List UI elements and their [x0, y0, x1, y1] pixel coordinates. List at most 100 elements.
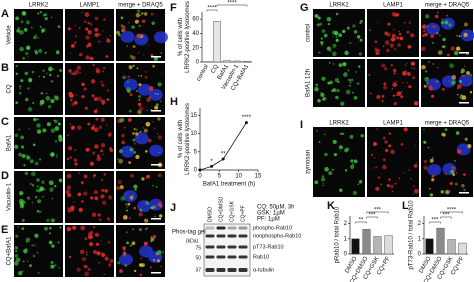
- punctum: [408, 169, 410, 171]
- punctum: [423, 159, 428, 164]
- punctum: [374, 47, 378, 51]
- punctum: [70, 72, 74, 75]
- punctum: [467, 144, 472, 149]
- punctum: [147, 138, 152, 143]
- punctum: [35, 34, 37, 37]
- band-label: pT73-Rab10: [253, 244, 284, 250]
- punctum: [124, 264, 128, 268]
- punctum: [146, 109, 148, 111]
- punctum: [45, 95, 51, 101]
- punctum: [89, 242, 94, 247]
- punctum: [458, 35, 461, 38]
- punctum: [57, 122, 61, 126]
- punctum: [98, 40, 101, 43]
- punctum: [32, 102, 35, 104]
- micrograph: [313, 9, 365, 57]
- lane-label: CQ+GSK: [229, 200, 235, 222]
- punctum: [334, 31, 339, 36]
- punctum: [50, 16, 53, 19]
- punctum: [19, 92, 22, 95]
- bar: [425, 238, 434, 255]
- punctum: [423, 29, 426, 32]
- punctum: [68, 255, 72, 259]
- punctum: [423, 140, 427, 144]
- x-tick-label: control: [196, 64, 210, 83]
- nucleus: [120, 145, 135, 158]
- punctum: [322, 96, 327, 101]
- band: [238, 255, 248, 259]
- punctum: [117, 180, 122, 185]
- punctum: [44, 16, 48, 21]
- micrograph: [65, 9, 114, 61]
- punctum: [124, 192, 127, 195]
- punctum: [347, 69, 350, 72]
- point: [198, 168, 202, 172]
- punctum: [466, 71, 470, 75]
- punctum: [66, 157, 70, 161]
- punctum: [50, 80, 54, 83]
- punctum: [400, 143, 404, 146]
- punctum: [91, 212, 97, 217]
- punctum: [92, 151, 96, 155]
- punctum: [436, 80, 438, 83]
- punctum: [140, 257, 142, 259]
- punctum: [27, 106, 33, 112]
- punctum: [54, 264, 57, 267]
- punctum: [54, 140, 58, 143]
- punctum: [83, 265, 85, 267]
- punctum: [22, 146, 24, 149]
- punctum: [320, 43, 323, 46]
- significance-bracket: [366, 211, 389, 214]
- punctum: [432, 156, 434, 159]
- punctum: [22, 200, 26, 204]
- punctum: [26, 196, 31, 200]
- punctum: [34, 51, 39, 55]
- punctum: [464, 137, 468, 141]
- punctum: [87, 122, 91, 126]
- punctum: [137, 51, 140, 54]
- punctum: [391, 33, 396, 38]
- punctum: [93, 97, 98, 102]
- punctum: [390, 37, 396, 42]
- punctum: [94, 32, 100, 38]
- punctum: [137, 75, 140, 78]
- punctum: [138, 212, 143, 217]
- punctum: [383, 85, 388, 90]
- punctum: [357, 183, 360, 186]
- row-label: Vacuolin-1: [7, 182, 13, 211]
- punctum: [154, 93, 157, 95]
- punctum: [456, 84, 462, 89]
- punctum: [352, 163, 355, 166]
- punctum: [44, 51, 47, 54]
- punctum: [143, 241, 148, 246]
- punctum: [390, 184, 394, 189]
- significance-label: ***: [431, 218, 439, 224]
- punctum: [38, 48, 43, 53]
- punctum: [345, 147, 350, 152]
- punctum: [152, 64, 156, 68]
- punctum: [76, 65, 81, 70]
- punctum: [133, 151, 137, 154]
- punctum: [145, 71, 147, 73]
- punctum: [353, 95, 358, 100]
- punctum: [375, 166, 377, 168]
- band: [227, 245, 237, 249]
- gel-label: Phos-tag gel: [172, 230, 206, 236]
- punctum: [48, 66, 53, 72]
- punctum: [444, 20, 449, 25]
- punctum: [389, 43, 395, 48]
- panel-letter: J: [170, 202, 176, 214]
- punctum: [428, 187, 431, 190]
- punctum: [59, 140, 61, 142]
- punctum: [41, 180, 45, 184]
- punctum: [18, 190, 24, 196]
- punctum: [46, 72, 48, 75]
- punctum: [78, 26, 81, 30]
- punctum: [38, 211, 41, 213]
- punctum: [105, 55, 109, 58]
- punctum: [391, 11, 397, 17]
- punctum: [145, 200, 150, 206]
- punctum: [382, 158, 386, 162]
- panel-letter: E: [1, 224, 8, 236]
- punctum: [125, 209, 128, 212]
